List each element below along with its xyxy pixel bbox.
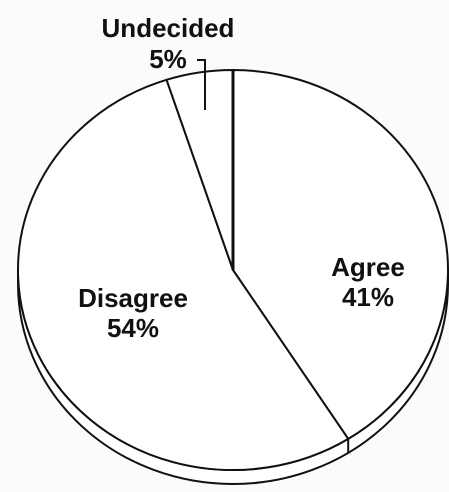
slice-disagree [17, 78, 350, 471]
pie-layer [17, 69, 449, 485]
slice-value-agree: 41% [342, 282, 394, 312]
slice-name-agree: Agree [331, 252, 405, 282]
undecided-leader-line [197, 59, 206, 110]
slice-label-disagree: Disagree 54% [78, 283, 188, 343]
slice-value-undecided: 5% [149, 44, 187, 74]
slice-agree [232, 69, 449, 440]
slice-label-agree: Agree 41% [331, 252, 405, 312]
slice-name-disagree: Disagree [78, 283, 188, 313]
slice-label-undecided: Undecided 5% [102, 13, 235, 110]
slice-value-disagree: 54% [107, 313, 159, 343]
slice-name-undecided: Undecided [102, 13, 235, 43]
